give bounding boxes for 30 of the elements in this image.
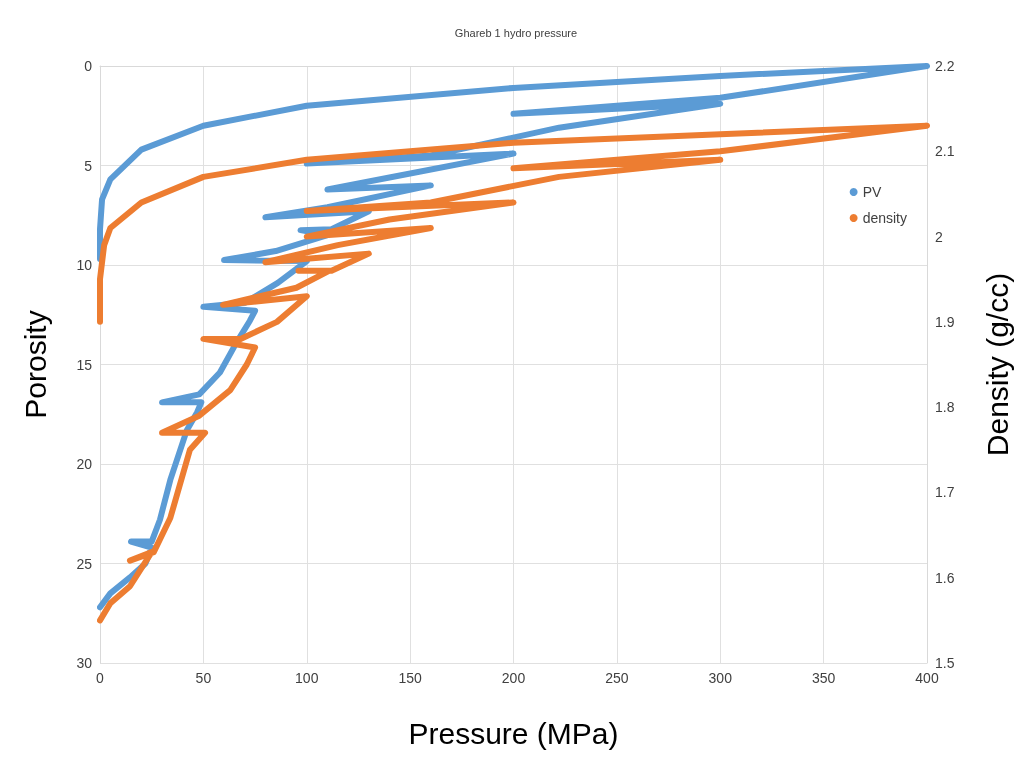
- y-tick-label: 15: [76, 356, 93, 373]
- y-tick-label: 10: [76, 257, 93, 273]
- x-tick-label: 350: [811, 670, 836, 686]
- x-tick-label: 200: [501, 670, 526, 686]
- x-tick-label: 300: [708, 670, 733, 686]
- y-tick-label: 0: [84, 58, 93, 74]
- chart-title: Ghareb 1 hydro pressure: [454, 26, 578, 39]
- y2-axis-title: Density (g/cc): [980, 272, 1014, 457]
- x-tick-label: 150: [398, 670, 423, 686]
- y-tick-label: 30: [76, 655, 93, 671]
- legend-label: density: [862, 210, 907, 226]
- x-tick-label: 0: [96, 670, 105, 686]
- y2-tick-label: 1.5: [935, 655, 955, 671]
- x-tick-label: 50: [195, 670, 212, 686]
- x-axis-title: Pressure (MPa): [408, 716, 619, 750]
- y-tick-label: 25: [76, 555, 93, 572]
- x-tick-label: 100: [295, 670, 319, 686]
- y2-tick-label: 1.7: [935, 484, 955, 501]
- y-tick-label: 5: [84, 157, 93, 174]
- y2-tick-label: 1.6: [935, 569, 955, 586]
- y2-tick-label: 2.2: [935, 58, 955, 74]
- y2-tick-label: 1.9: [935, 313, 955, 330]
- y-axis-title: Porosity: [18, 310, 52, 419]
- y2-tick-label: 2: [935, 228, 943, 245]
- x-tick-label: 400: [915, 670, 939, 686]
- y2-tick-label: 2.1: [935, 143, 955, 160]
- y-tick-label: 20: [76, 456, 93, 472]
- legend-label: PV: [862, 184, 882, 200]
- x-tick-label: 250: [605, 670, 629, 686]
- y2-tick-label: 1.8: [935, 399, 955, 416]
